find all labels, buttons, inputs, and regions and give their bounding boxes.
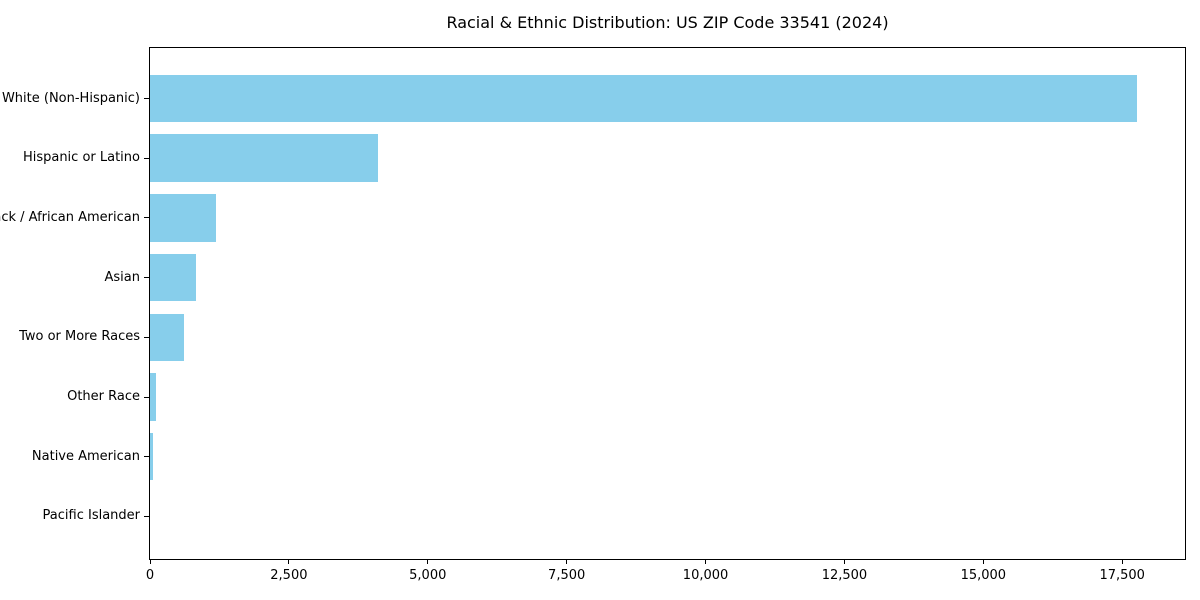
x-tick-label: 12,500 [821, 568, 868, 583]
y-axis-tick [144, 98, 149, 99]
bar [150, 134, 378, 182]
chart-title: Racial & Ethnic Distribution: US ZIP Cod… [446, 13, 889, 32]
y-tick-label: Pacific Islander [42, 508, 140, 524]
y-tick-label: Other Race [67, 389, 140, 404]
bar [150, 74, 1138, 123]
y-tick-label: Asian [104, 269, 140, 285]
bar [150, 313, 184, 362]
y-axis-tick [144, 396, 149, 398]
y-tick-label: White (Non-Hispanic) [1, 90, 140, 106]
y-axis-tick [144, 456, 149, 458]
y-tick-label: Hispanic or Latino [22, 150, 140, 166]
x-axis-tick [982, 559, 984, 564]
y-axis-tick [144, 515, 149, 517]
x-tick-label: 5,000 [409, 568, 447, 583]
x-axis-tick [149, 559, 151, 564]
bar [150, 253, 197, 302]
x-tick-label: 7,500 [548, 568, 586, 583]
x-tick-label: 2,500 [270, 568, 308, 583]
bar [150, 432, 154, 481]
x-tick-label: 17,500 [1099, 568, 1145, 583]
y-axis-tick [144, 157, 149, 159]
plot-area: White (Non-Hispanic) Hispanic or Latino Bl… [0, 47, 1186, 583]
y-tick-label: Two or More Races [19, 329, 140, 345]
y-axis-tick [144, 277, 149, 279]
x-tick-label: 10,000 [682, 568, 729, 583]
x-tick-label: 15,000 [960, 568, 1007, 583]
x-tick-label: 0 [145, 568, 155, 583]
x-axis-tick [566, 559, 568, 564]
x-axis-tick [1121, 559, 1123, 564]
x-axis-tick [843, 559, 845, 564]
bar [150, 373, 157, 421]
y-tick-label: Black / African American [0, 209, 140, 225]
x-axis-tick [705, 559, 707, 564]
x-axis-tick [427, 559, 429, 564]
y-tick-label: Native American [31, 448, 140, 464]
y-axis-tick [144, 336, 149, 338]
x-axis-tick [288, 559, 290, 564]
bar [150, 194, 217, 242]
y-axis-tick [144, 217, 149, 219]
